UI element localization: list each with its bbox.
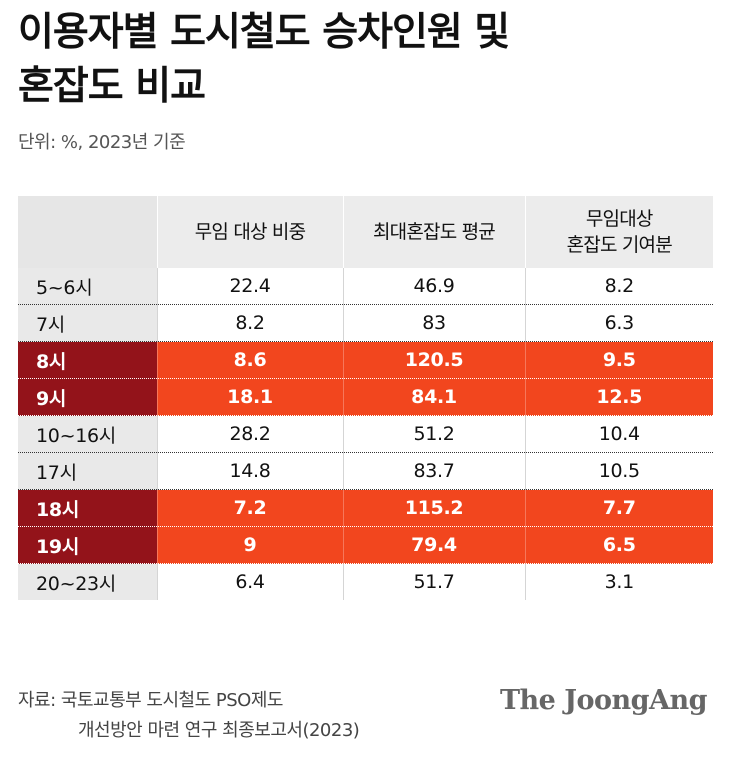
share-cell: 6.4 [156, 563, 343, 600]
header-contribution-line1: 무임대상 [585, 208, 654, 230]
share-cell: 7.2 [156, 489, 343, 527]
congestion-cell: 51.2 [342, 415, 525, 453]
table-row: 20~23시 6.4 51.7 3.1 [18, 563, 713, 600]
contribution-cell: 8.2 [524, 268, 713, 305]
congestion-cell: 120.5 [342, 341, 525, 379]
chart-title-line1: 이용자별 도시철도 승차인원 및 [18, 10, 510, 55]
time-cell: 5~6시 [18, 268, 157, 305]
table-body: 5~6시 22.4 46.9 8.2 7시 8.2 83 6.3 8시 8.6 120.5 9.5 9시… [18, 268, 713, 600]
share-cell: 22.4 [156, 268, 343, 305]
share-cell: 8.6 [156, 341, 343, 379]
congestion-cell: 79.4 [342, 526, 525, 564]
contribution-cell: 6.3 [524, 304, 713, 342]
header-corner [18, 196, 157, 268]
data-table: 무임 대상 비중 최대혼잡도 평균 무임대상 혼잡도 기여분 5~6시 22.4 4… [18, 196, 713, 600]
time-cell: 19시 [18, 526, 157, 564]
time-cell: 9시 [18, 378, 157, 416]
source-note: 자료: 국토교통부 도시철도 PSO제도 개선방안 마련 연구 최종보고서(20… [18, 686, 360, 746]
table-row: 19시 9 79.4 6.5 [18, 526, 713, 564]
share-cell: 18.1 [156, 378, 343, 416]
contribution-cell: 10.4 [524, 415, 713, 453]
chart-title-line2: 혼잡도 비교 [18, 64, 206, 109]
share-cell: 14.8 [156, 452, 343, 490]
contribution-cell: 3.1 [524, 563, 713, 600]
publisher-logo: The JoongAng [499, 685, 708, 716]
table-row: 10~16시 28.2 51.2 10.4 [18, 415, 713, 453]
congestion-cell: 46.9 [342, 268, 525, 305]
congestion-cell: 115.2 [342, 489, 525, 527]
source-line-1: 자료: 국토교통부 도시철도 PSO제도 [18, 690, 283, 711]
share-cell: 9 [156, 526, 343, 564]
table-row: 9시 18.1 84.1 12.5 [18, 378, 713, 416]
time-cell: 17시 [18, 452, 157, 490]
contribution-cell: 6.5 [524, 526, 713, 564]
share-cell: 8.2 [156, 304, 343, 342]
time-cell: 18시 [18, 489, 157, 527]
table-row: 18시 7.2 115.2 7.7 [18, 489, 713, 527]
table-row: 7시 8.2 83 6.3 [18, 304, 713, 342]
time-cell: 20~23시 [18, 563, 157, 600]
contribution-cell: 7.7 [524, 489, 713, 527]
congestion-cell: 83.7 [342, 452, 525, 490]
header-contribution-line2: 혼잡도 기여분 [566, 234, 673, 256]
source-line-2: 개선방안 마련 연구 최종보고서(2023) [78, 720, 360, 741]
contribution-cell: 10.5 [524, 452, 713, 490]
time-cell: 8시 [18, 341, 157, 379]
table-row: 8시 8.6 120.5 9.5 [18, 341, 713, 379]
share-cell: 28.2 [156, 415, 343, 453]
unit-note: 단위: %, 2023년 기준 [18, 132, 186, 153]
congestion-cell: 51.7 [342, 563, 525, 600]
congestion-cell: 84.1 [342, 378, 525, 416]
congestion-cell: 83 [342, 304, 525, 342]
time-cell: 7시 [18, 304, 157, 342]
contribution-cell: 9.5 [524, 341, 713, 379]
header-share: 무임 대상 비중 [156, 196, 343, 268]
table-row: 5~6시 22.4 46.9 8.2 [18, 268, 713, 305]
table-row: 17시 14.8 83.7 10.5 [18, 452, 713, 490]
chart-title: 이용자별 도시철도 승차인원 및 혼잡도 비교 [18, 6, 708, 114]
time-cell: 10~16시 [18, 415, 157, 453]
header-congestion: 최대혼잡도 평균 [342, 196, 525, 268]
contribution-cell: 12.5 [524, 378, 713, 416]
header-row: 무임 대상 비중 최대혼잡도 평균 무임대상 혼잡도 기여분 [18, 196, 713, 268]
header-contribution: 무임대상 혼잡도 기여분 [524, 196, 713, 268]
